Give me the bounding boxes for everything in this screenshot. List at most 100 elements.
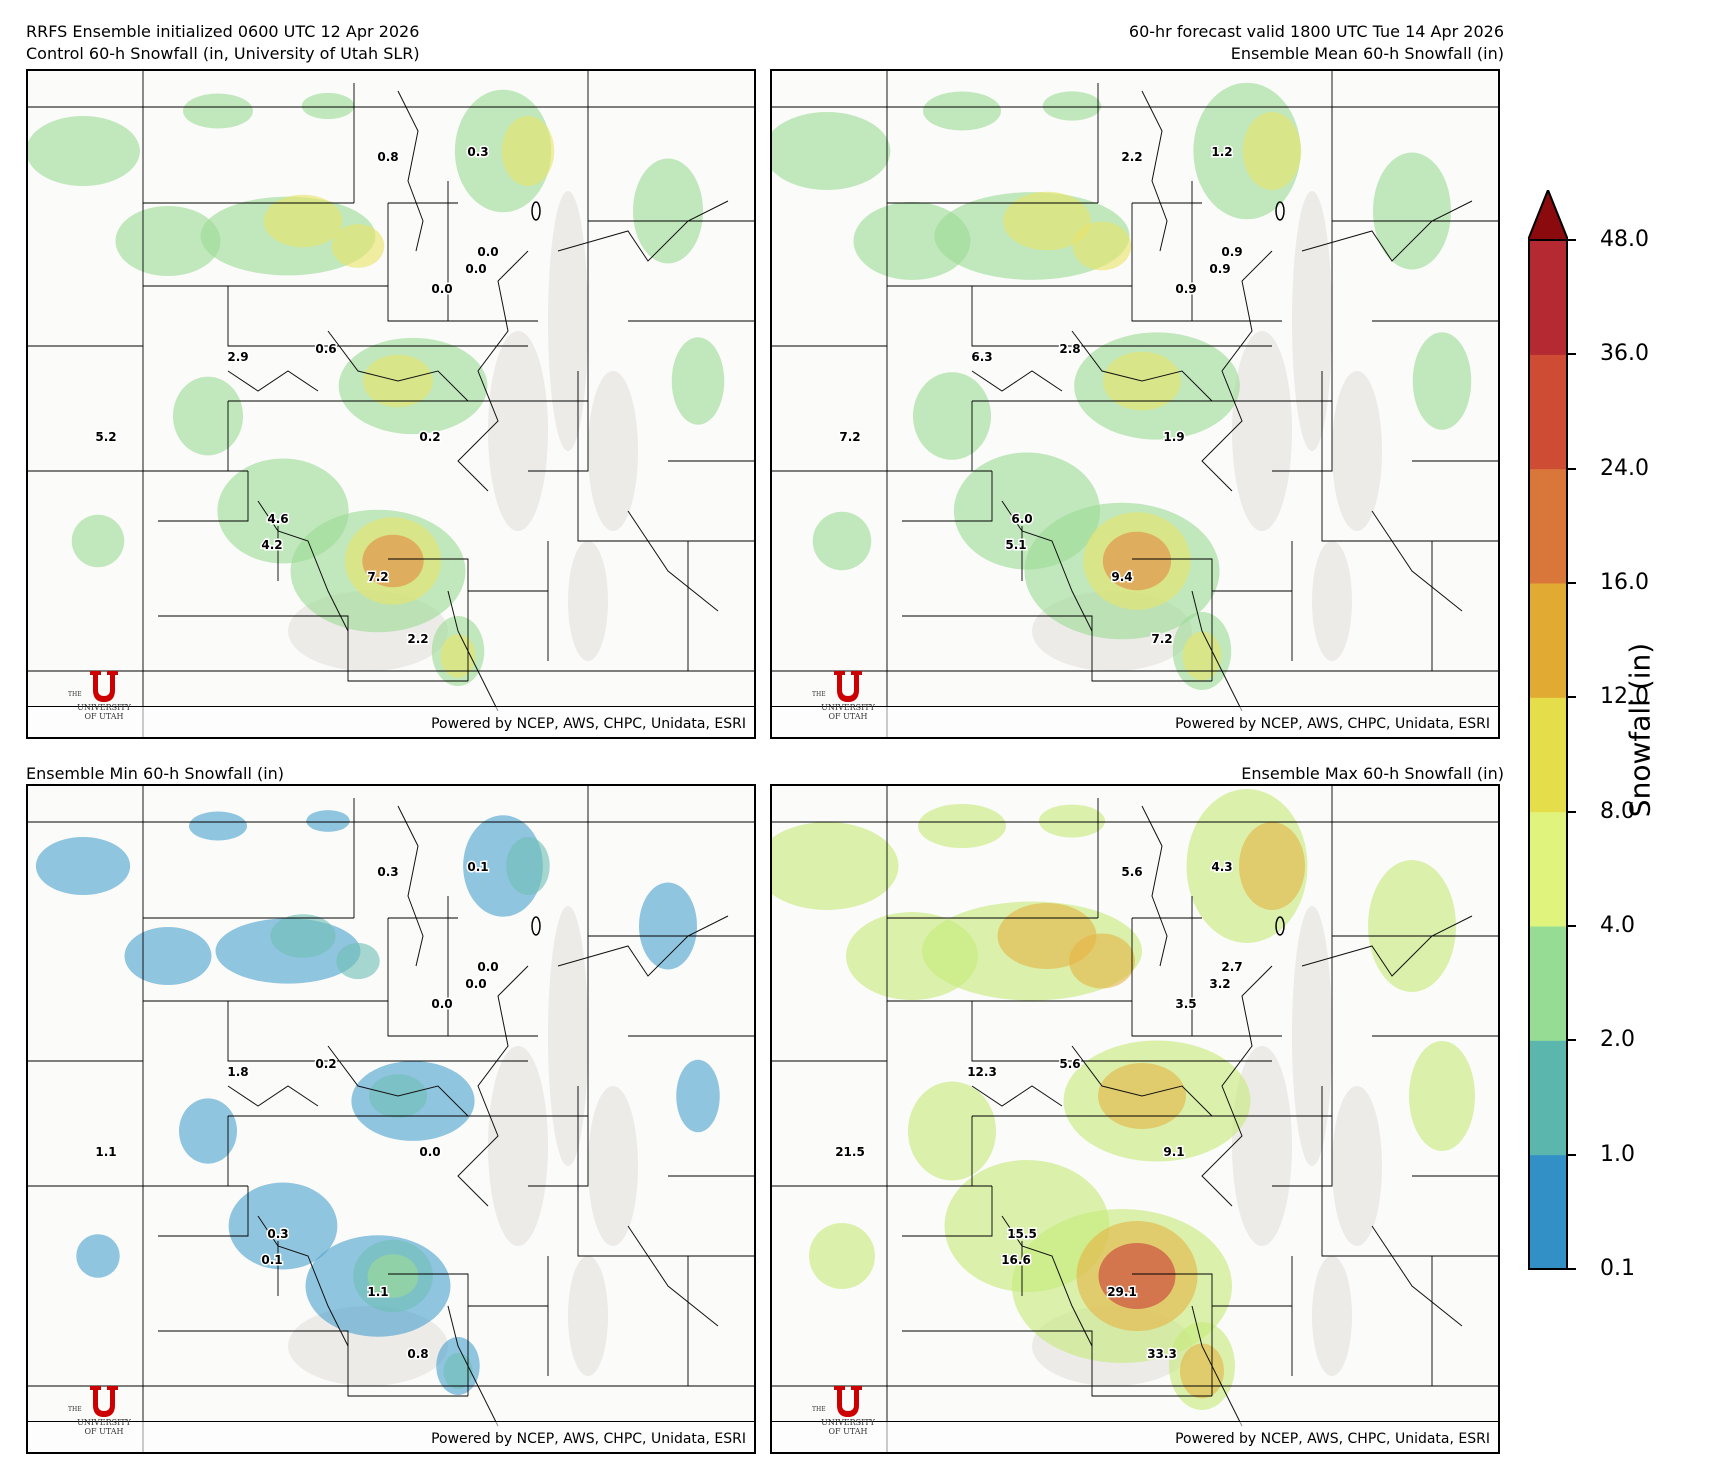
snowfall-map: 0.3 0.1 0.0 0.0 0.0 1.8 0.2 1.1 0.0 0.3 0.1 1.1 0.8 [28,786,754,1452]
county-boundary [577,1086,754,1257]
snowfall-area [336,942,380,980]
colorbar-segment [1529,926,1567,1041]
university-of-utah-logo: THE UNIVERSITY OF UTAH [64,669,144,729]
snowfall-value-label: 5.2 [95,430,116,444]
snowfall-value-label: 6.3 [971,350,992,364]
snowfall-value-label: 0.8 [407,1347,428,1361]
snowfall-area [76,1234,120,1278]
snowfall-area [362,534,424,588]
snowfall-area [183,93,253,129]
county-boundary [158,1186,249,1237]
lake-outline [1275,916,1285,936]
colorbar-label: Snowfall (in) [1623,642,1657,818]
snowfall-area [173,376,243,456]
river-line [1301,200,1473,262]
university-of-utah-logo: THE UNIVERSITY OF UTAH [808,1384,888,1444]
top-right-title-line1: 60-hr forecast valid 1800 UTC Tue 14 Apr… [1128,22,1504,41]
colorbar-segment [1529,697,1567,813]
river-line [627,1225,719,1327]
county-boundary [1131,203,1282,322]
credit-text: Powered by NCEP, AWS, CHPC, Unidata, ESR… [431,716,746,732]
snowfall-area [772,822,899,910]
snowfall-value-label: 0.0 [465,262,486,276]
snowfall-value-label: 16.6 [1001,1253,1031,1267]
snowfall-value-label: 5.1 [1005,538,1026,552]
river-line [457,965,529,1207]
snowfall-value-label: 5.6 [1121,865,1142,879]
snowfall-area [263,194,343,248]
snowfall-value-label: 2.8 [1059,342,1080,356]
colorbar-segment [1529,1040,1567,1156]
county-boundary [1091,1361,1212,1397]
county-boundary [1131,918,1282,1037]
colorbar-tick-label: 48.0 [1600,227,1649,252]
snowfall-value-label: 9.1 [1163,1145,1184,1159]
snowfall-value-label: 0.9 [1209,262,1230,276]
colorbar-tick-label: 0.1 [1600,1256,1635,1281]
snowfall-value-label: 1.2 [1211,145,1232,159]
colorbar-tick-label: 36.0 [1600,341,1649,367]
snowfall-value-label: 1.1 [367,1285,388,1299]
map-panel-mean: 2.2 1.2 0.9 0.9 0.9 6.3 2.8 7.2 1.9 6.0 5.1 9.4 7.2 … [770,69,1500,739]
snowfall-area [676,1059,720,1133]
snowfall-area [35,837,131,895]
county-boundary [387,918,538,1037]
snowfall-value-label: 0.8 [377,150,398,164]
snowfall-area [115,206,221,276]
snowfall-area [853,202,971,280]
credit-bar: Powered by NCEP, AWS, CHPC, Unidata, ESR… [28,1421,754,1452]
snowfall-area [440,634,476,678]
colorbar-segment [1529,468,1567,584]
snowfall-value-label: 4.3 [1211,860,1232,874]
snowfall-value-label: 3.5 [1175,997,1196,1011]
river-line [397,90,424,252]
county-boundary [227,1001,528,1062]
snowfall-area [1039,804,1105,838]
snowfall-shading [35,810,720,1395]
snowfall-value-label: 2.9 [227,350,248,364]
county-boundary [971,1001,1272,1062]
lake-outline [531,201,541,221]
snowfall-area [1412,332,1472,430]
colorbar-segment [1529,240,1567,355]
snowfall-value-label: 0.0 [431,997,452,1011]
river-line [227,370,319,392]
credit-text: Powered by NCEP, AWS, CHPC, Unidata, ESR… [1175,716,1490,732]
map-panel-min: 0.3 0.1 0.0 0.0 0.0 1.8 0.2 1.1 0.0 0.3 0.1 1.1 0.8 … [26,784,756,1454]
snowfall-area [812,511,872,571]
snowfall-value-label: 2.2 [407,632,428,646]
colorbar-segment [1529,1154,1567,1270]
county-boundary [387,203,538,322]
snowfall-value-label: 6.0 [1011,512,1032,526]
credit-text: Powered by NCEP, AWS, CHPC, Unidata, ESR… [431,1431,746,1447]
snowfall-value-label: 0.0 [465,977,486,991]
snowfall-area [923,91,1001,131]
county-boundary [1272,71,1333,472]
snowfall-value-label: 0.2 [419,430,440,444]
colorbar-tick-label: 16.0 [1600,570,1649,595]
colorbar-tick-label: 4.0 [1600,913,1635,938]
snowfall-shading [772,789,1475,1410]
top-left-title-line1: RRFS Ensemble initialized 0600 UTC 12 Ap… [26,22,420,41]
county-boundary [1321,1086,1498,1257]
river-line [397,805,424,967]
snowfall-area [1239,822,1305,910]
snowfall-area [506,837,550,895]
snowfall-area [671,337,725,425]
colorbar-tick-label: 12.0 [1600,684,1649,710]
snowfall-value-label: 2.2 [1121,150,1142,164]
snowfall-value-label: 0.1 [261,1253,282,1267]
snowfall-map: 2.2 1.2 0.9 0.9 0.9 6.3 2.8 7.2 1.9 6.0 5.1 9.4 7.2 [772,71,1498,737]
snowfall-area [1373,152,1451,270]
river-line [557,915,729,977]
snowfall-area [331,224,385,268]
river-line [971,1085,1063,1107]
river-line [1071,330,1213,402]
snowfall-value-label: 0.0 [431,282,452,296]
snowfall-area [1368,860,1456,992]
snowfall-value-label: 1.9 [1163,430,1184,444]
top-right-title-line2: Ensemble Mean 60-h Snowfall (in) [1230,44,1504,63]
snowfall-value-label: 0.1 [467,860,488,874]
snowfall-area [367,1254,419,1298]
snowfall-area [28,116,140,186]
